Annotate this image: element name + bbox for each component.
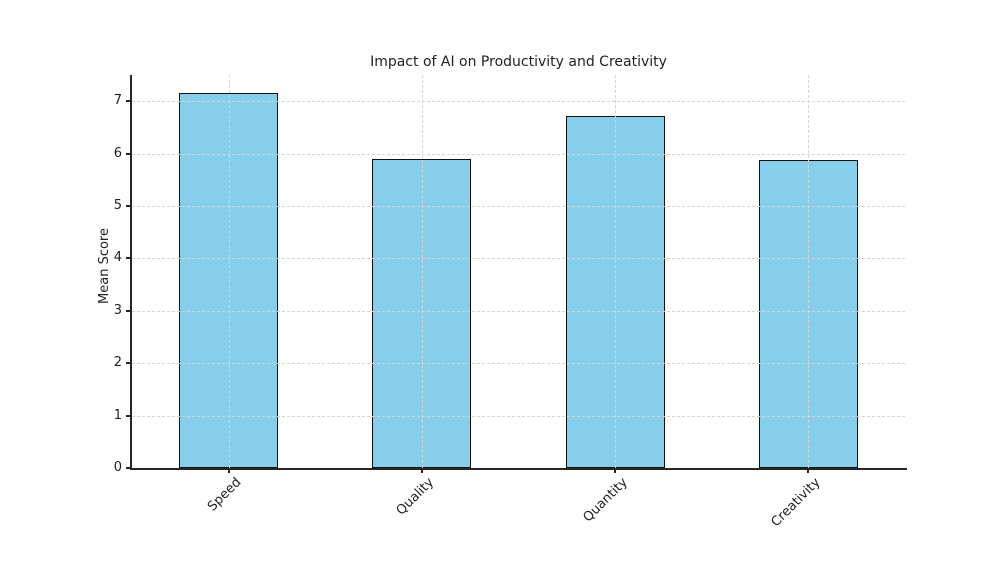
y-tick-mark — [126, 467, 131, 469]
y-tick-label: 2 — [113, 355, 122, 371]
y-tick-mark — [126, 362, 131, 365]
x-tick-label: Quantity — [580, 475, 631, 526]
y-tick-mark — [126, 152, 131, 155]
y-tick-mark — [126, 100, 131, 103]
x-tick-label: Creativity — [768, 475, 824, 531]
chart-title: Impact of AI on Productivity and Creativ… — [370, 54, 667, 70]
y-tick-label: 5 — [113, 198, 122, 213]
y-gridline — [132, 153, 905, 155]
y-gridline — [132, 310, 905, 312]
y-tick-mark — [126, 309, 131, 312]
y-tick-mark — [126, 205, 131, 207]
y-tick-label: 4 — [113, 250, 122, 266]
y-gridline — [132, 415, 905, 417]
y-tick-label: 6 — [113, 145, 122, 161]
y-gridline — [132, 101, 905, 103]
x-axis-spine — [130, 468, 907, 470]
x-tick-label: Speed — [204, 475, 245, 515]
y-axis-spine — [130, 75, 132, 470]
y-gridline — [132, 206, 905, 207]
x-gridline — [615, 75, 617, 468]
y-gridline — [132, 363, 905, 365]
y-gridline — [132, 258, 905, 260]
x-tick-label: Quality — [394, 475, 438, 519]
y-tick-label: 3 — [113, 302, 122, 318]
y-tick-mark — [126, 257, 131, 260]
y-tick-label: 0 — [113, 460, 122, 475]
x-gridline — [228, 75, 230, 468]
x-gridline — [808, 75, 810, 468]
x-tick-mark — [807, 468, 810, 473]
x-gridline — [421, 75, 423, 468]
y-tick-mark — [126, 414, 131, 417]
x-tick-mark — [420, 468, 423, 473]
x-tick-mark — [227, 468, 230, 473]
y-tick-label: 7 — [113, 93, 122, 109]
x-tick-mark — [614, 468, 617, 473]
y-tick-label: 1 — [113, 407, 122, 423]
